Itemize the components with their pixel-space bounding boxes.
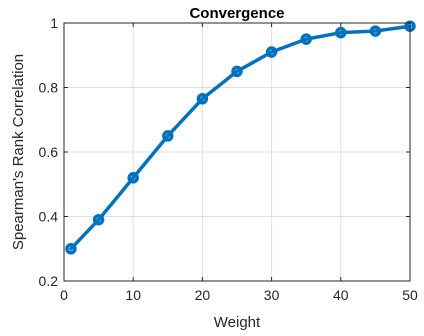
data-point — [231, 65, 243, 78]
grid — [64, 23, 410, 281]
y-tick-label: 0.8 — [39, 80, 59, 96]
x-tick-label: 10 — [125, 287, 141, 303]
y-tick-label: 0.4 — [39, 209, 59, 225]
x-tick-label: 0 — [60, 287, 68, 303]
series-layer — [65, 20, 416, 255]
y-axis-label: Spearman's Rank Correlation — [10, 54, 27, 250]
y-tick-label: 1 — [50, 15, 58, 31]
y-tick-label: 0.2 — [39, 273, 59, 289]
x-tick-label: 40 — [333, 287, 349, 303]
data-point — [162, 130, 174, 142]
data-point — [65, 243, 77, 255]
data-point — [92, 213, 105, 226]
data-point — [196, 93, 209, 105]
data-point — [300, 33, 312, 45]
series-line — [69, 24, 412, 251]
x-tick-label: 30 — [264, 287, 280, 303]
x-axis-label: Weight — [214, 314, 261, 331]
data-point — [335, 26, 347, 39]
x-tick-label: 20 — [195, 287, 211, 303]
data-point — [265, 46, 278, 58]
ticks: 0 10 20 30 40 50 0.2 0.4 0.6 0.8 1 — [39, 15, 418, 303]
x-tick-label: 50 — [402, 287, 418, 303]
data-point — [127, 172, 139, 184]
data-point — [369, 25, 382, 37]
chart-title: Convergence — [189, 5, 284, 22]
y-tick-label: 0.6 — [39, 144, 59, 160]
